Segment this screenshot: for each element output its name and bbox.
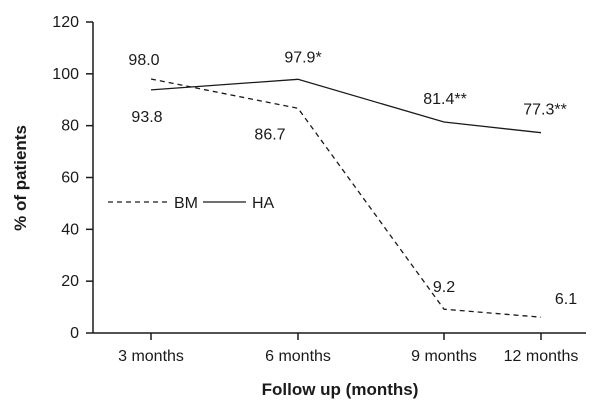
x-tick-label: 6 months [265, 348, 331, 365]
y-ticks: 0 20 40 60 80 100 120 [52, 14, 93, 342]
series-line-bm [150, 78, 542, 318]
x-tick-label: 12 months [504, 348, 579, 365]
x-tick-label: 9 months [411, 348, 477, 365]
data-label-ha: 93.8 [131, 109, 162, 126]
y-tick-label: 120 [52, 14, 79, 31]
data-label-bm: 98.0 [128, 52, 159, 69]
data-label-ha: 81.4** [423, 91, 467, 108]
series-line-ha [150, 78, 542, 134]
data-labels: 98.0 86.7 9.2 6.1 93.8 97.9* 81.4** 77.3** [128, 49, 577, 308]
data-label-ha: 97.9* [284, 49, 321, 66]
y-tick-label: 100 [52, 66, 79, 83]
legend-bm-label: BM [174, 195, 198, 212]
x-ticks: 3 months 6 months 9 months 12 months [118, 333, 578, 365]
y-tick-label: 60 [61, 170, 79, 187]
series-group [150, 78, 542, 318]
y-tick-label: 0 [70, 325, 79, 342]
x-tick-label: 3 months [118, 348, 184, 365]
data-label-bm: 6.1 [555, 291, 577, 308]
y-axis-title: % of patients [11, 125, 30, 231]
data-label-bm: 9.2 [433, 279, 455, 296]
data-label-ha: 77.3** [523, 102, 567, 119]
y-tick-label: 20 [61, 273, 79, 290]
legend: BM HA [108, 195, 275, 212]
y-tick-label: 80 [61, 118, 79, 135]
y-tick-label: 40 [61, 221, 79, 238]
legend-ha-label: HA [252, 195, 275, 212]
x-axis-title: Follow up (months) [262, 380, 419, 399]
axes [92, 22, 586, 334]
data-label-bm: 86.7 [254, 126, 285, 143]
